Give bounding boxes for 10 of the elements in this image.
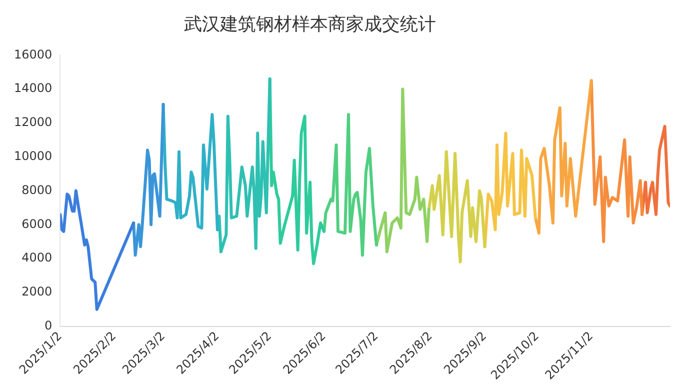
y-tick-label: 14000 bbox=[14, 81, 52, 96]
chart-title: 武汉建筑钢材样本商家成交统计 bbox=[183, 13, 437, 36]
y-tick-label: 10000 bbox=[14, 148, 52, 163]
y-tick-label: 16000 bbox=[14, 47, 52, 62]
y-tick-label: 8000 bbox=[22, 182, 52, 197]
y-tick-label: 2000 bbox=[22, 284, 52, 299]
y-tick-label: 12000 bbox=[14, 115, 52, 130]
y-tick-label: 4000 bbox=[22, 250, 52, 265]
y-tick-label: 6000 bbox=[22, 216, 52, 231]
y-tick-label: 0 bbox=[44, 318, 52, 332]
